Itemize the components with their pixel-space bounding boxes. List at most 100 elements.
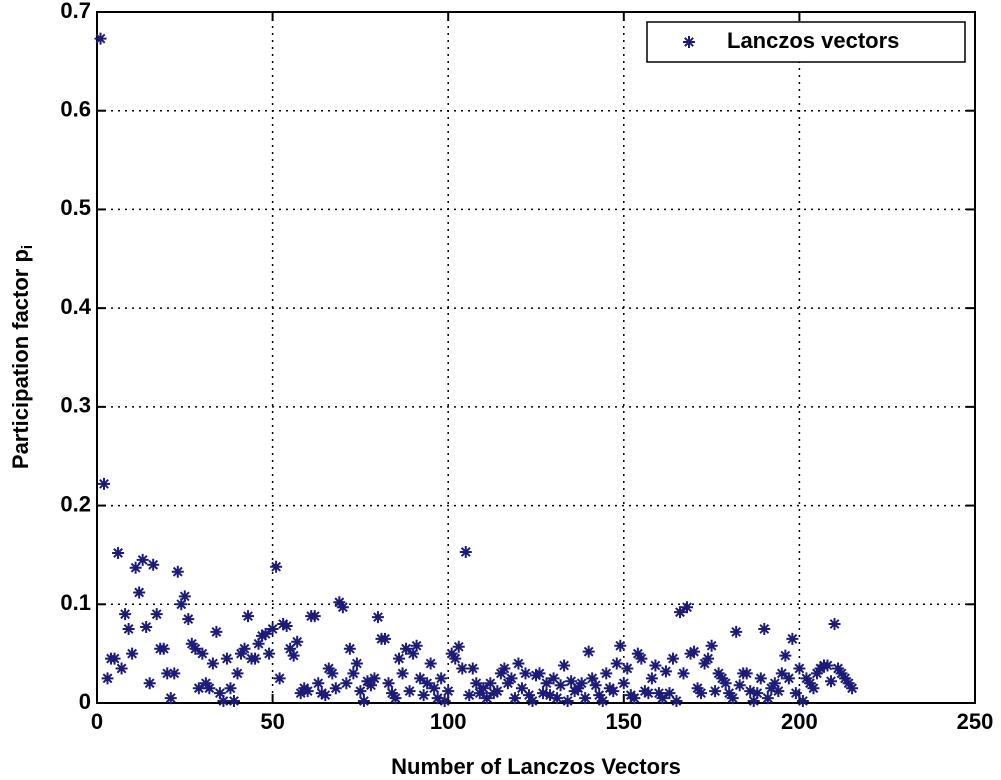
data-point	[347, 667, 360, 680]
data-point	[522, 689, 535, 702]
data-point	[459, 545, 472, 558]
data-point	[322, 662, 335, 675]
data-point	[147, 558, 160, 571]
data-point	[210, 625, 223, 638]
data-point	[396, 667, 409, 680]
data-point	[846, 682, 859, 695]
data-point	[98, 477, 111, 490]
y-tick-label: 0.2	[60, 491, 91, 516]
data-point	[712, 667, 725, 680]
data-point	[747, 695, 760, 708]
data-point	[681, 601, 694, 614]
data-point	[803, 677, 816, 690]
data-point	[382, 677, 395, 690]
data-point	[368, 672, 381, 685]
data-point	[400, 642, 413, 655]
data-point	[178, 590, 191, 603]
data-point	[649, 659, 662, 672]
legend-box	[646, 21, 966, 63]
data-point	[421, 677, 434, 690]
data-point	[730, 625, 743, 638]
data-point	[494, 667, 507, 680]
y-tick-label: 0.5	[60, 195, 91, 220]
data-point	[273, 672, 286, 685]
data-point	[371, 611, 384, 624]
data-point	[466, 662, 479, 675]
data-point	[688, 645, 701, 658]
data-point	[168, 667, 181, 680]
data-point	[610, 657, 623, 670]
plot-area	[97, 12, 975, 703]
data-point	[393, 652, 406, 665]
data-point	[768, 677, 781, 690]
data-point	[150, 608, 163, 621]
data-point	[343, 642, 356, 655]
data-point	[431, 692, 444, 705]
data-point	[213, 687, 226, 700]
data-point	[519, 667, 532, 680]
data-point	[122, 622, 135, 635]
data-point	[740, 667, 753, 680]
data-point	[839, 672, 852, 685]
data-point	[586, 672, 599, 685]
data-point	[705, 639, 718, 652]
data-point	[589, 679, 602, 692]
data-point	[786, 632, 799, 645]
data-point	[266, 622, 279, 635]
data-point	[291, 635, 304, 648]
y-axis-label: Participation factor pi	[8, 245, 36, 469]
data-point	[501, 677, 514, 690]
data-point	[333, 596, 346, 609]
data-point	[698, 657, 711, 670]
data-point	[192, 682, 205, 695]
data-point	[326, 667, 339, 680]
data-point	[670, 695, 683, 708]
data-point	[101, 672, 114, 685]
data-point	[638, 685, 651, 698]
data-point	[252, 637, 265, 650]
data-point	[733, 679, 746, 692]
data-point	[164, 692, 177, 705]
data-point	[487, 687, 500, 700]
data-point	[673, 606, 686, 619]
data-point	[761, 692, 774, 705]
data-point	[449, 652, 462, 665]
data-point	[189, 642, 202, 655]
data-point	[301, 685, 314, 698]
data-point	[424, 657, 437, 670]
data-point	[702, 652, 715, 665]
data-point	[417, 689, 430, 702]
data-point	[807, 682, 820, 695]
data-point	[329, 682, 342, 695]
data-point	[695, 687, 708, 700]
data-point	[709, 685, 722, 698]
data-point	[744, 685, 757, 698]
data-point	[515, 682, 528, 695]
data-point	[312, 677, 325, 690]
data-point	[403, 685, 416, 698]
y-axis-label-main: Participation factor p	[8, 249, 33, 469]
data-point	[182, 613, 195, 626]
data-point	[491, 685, 504, 698]
data-point	[551, 692, 564, 705]
data-point	[357, 695, 370, 708]
data-point	[94, 32, 107, 45]
data-point	[508, 692, 521, 705]
data-point	[364, 679, 377, 692]
data-point	[470, 677, 483, 690]
data-point	[452, 640, 465, 653]
data-point	[617, 677, 630, 690]
data-point	[220, 652, 233, 665]
data-point	[340, 677, 353, 690]
y-tick-label: 0.1	[60, 590, 91, 615]
data-point	[217, 695, 230, 708]
data-point	[108, 652, 121, 665]
data-point	[512, 657, 525, 670]
data-point	[414, 672, 427, 685]
data-point	[175, 598, 188, 611]
data-point	[561, 695, 574, 708]
y-tick-label: 0.4	[60, 294, 91, 319]
data-point	[112, 546, 125, 559]
data-point	[635, 652, 648, 665]
x-tick-label: 100	[430, 709, 467, 734]
